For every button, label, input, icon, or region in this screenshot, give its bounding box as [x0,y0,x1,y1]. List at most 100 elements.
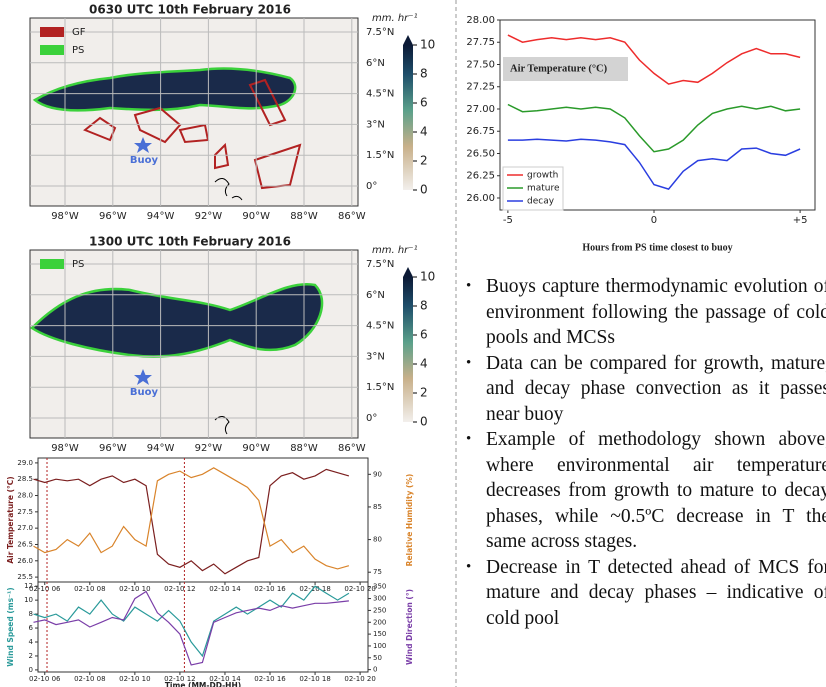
legend-label: PS [72,45,84,56]
lon-label: 90°W [242,443,270,454]
colorbar-tick-label: 4 [420,125,428,139]
colorbar-tick-label: 4 [420,357,428,371]
colorbar-tick-label: 10 [420,270,435,284]
lon-label: 88°W [290,443,318,454]
buoy-label: Buoy [130,155,159,166]
lon-label: 98°W [51,211,79,222]
lon-label: 86°W [338,211,366,222]
y-tick-label: 28.0 [17,492,33,500]
colorbar-extend [403,35,413,45]
y-tick-label: 0 [29,666,33,674]
legend-swatch [40,45,64,55]
y2-axis-label: Wind Direction (°) [405,589,414,665]
colorbar-tick-label: 0 [420,183,428,197]
colorbar-unit: mm. hr⁻¹ [372,245,418,256]
legend-swatch [40,27,64,37]
colorbar-tick-label: 2 [420,154,428,168]
y-tick-label: 26.25 [466,171,495,182]
y-tick-label: 27.00 [466,104,495,115]
x-axis-label: Time (MM-DD-HH) [165,681,241,687]
x-tick-label: 02-10 20 [344,585,375,593]
bullet: Example of methodology shown above, wher… [486,427,826,555]
x-tick-label: 02-10 06 [29,585,61,593]
y-tick-label: 27.50 [466,59,495,70]
legend-swatch [40,259,64,269]
colorbar-extend [403,267,413,277]
y2-axis-label: Relative Humidity (%) [405,474,414,567]
y2-tick-label: 75 [373,568,382,576]
lat-label: 6°N [366,290,385,301]
y-axis-label: Air Temperature (°C) [6,476,15,563]
y-tick-label: 26.75 [466,126,495,137]
x-tick-label: 02-10 16 [254,585,286,593]
lon-label: 90°W [242,211,270,222]
x-tick-label: 02-10 08 [74,675,105,683]
y-tick-label: 6 [29,624,34,632]
colorbar-tick-label: 6 [420,328,428,342]
lon-label: 96°W [99,211,127,222]
y-tick-label: 26.50 [466,148,495,159]
x-tick-label: 02-10 16 [254,675,286,683]
y2-tick-label: 150 [373,630,386,638]
lat-label: 7.5°N [366,259,394,270]
lon-label: 94°W [147,443,175,454]
x-tick-label: 02-10 06 [29,675,61,683]
colorbar-unit: mm. hr⁻¹ [372,13,418,24]
map-title: 1300 UTC 10th February 2016 [89,235,291,249]
y2-tick-label: 80 [373,536,382,544]
bullet: Buoys capture thermodynamic evolution of… [486,274,826,351]
x-tick-label: 0 [651,215,657,226]
legend-label: mature [527,184,560,194]
y-tick-label: 25.5 [17,573,33,581]
lon-label: 92°W [195,211,223,222]
annotation: Air Temperature (°C) [510,63,608,74]
colorbar [403,45,413,190]
x-axis-label: Hours from PS time closest to buoy [582,242,732,253]
lat-label: 1.5°N [366,382,394,393]
colorbar-tick-label: 8 [420,67,428,81]
colorbar-tick-label: 10 [420,38,435,52]
y-tick-label: 12 [24,582,33,590]
lat-label: 0° [366,413,377,424]
colorbar-tick-label: 6 [420,96,428,110]
x-tick-label: 02-10 10 [119,675,150,683]
bullet-list: Buoys capture thermodynamic evolution of… [466,274,826,631]
legend-label: PS [72,259,84,270]
lat-label: 0° [366,181,377,192]
y-tick-label: 26.00 [466,193,495,204]
legend-label: decay [527,197,555,207]
plot-frame [38,458,368,582]
y2-tick-label: 50 [373,654,382,662]
bullet: Decrease in T detected ahead of MCS for … [486,555,826,632]
lat-label: 4.5°N [366,89,394,100]
lon-label: 98°W [51,443,79,454]
map-title: 0630 UTC 10th February 2016 [89,3,291,17]
bullet: Data can be compared for growth, mature,… [486,351,826,428]
series-line [508,105,800,152]
y-tick-label: 29.0 [17,459,33,467]
lat-label: 6°N [366,58,385,69]
lat-label: 1.5°N [366,150,394,161]
y2-tick-label: 0 [373,666,377,674]
lat-label: 3°N [366,119,385,130]
y-tick-label: 27.0 [17,524,33,532]
legend-label: growth [527,171,558,181]
page: 0630 UTC 10th February 2016 98°W 96°W 94°W 9… [0,0,826,687]
y-tick-label: 28.5 [17,475,33,483]
x-tick-label: 02-10 08 [74,585,105,593]
x-tick-label: 02-10 14 [209,585,241,593]
x-tick-label: 02-10 20 [344,675,375,683]
y2-tick-label: 200 [373,618,386,626]
y-tick-label: 4 [29,638,34,646]
lon-label: 86°W [338,443,366,454]
y-tick-label: 2 [29,652,33,660]
y2-tick-label: 100 [373,642,386,650]
y-axis-label: Wind Speed (ms⁻¹) [6,587,15,666]
y2-tick-label: 300 [373,595,386,603]
colorbar-tick-label: 2 [420,386,428,400]
y-tick-label: 10 [24,596,33,604]
series-line [34,469,349,573]
x-tick-label: 02-10 18 [299,675,330,683]
x-tick-label: +5 [793,215,808,226]
x-tick-label: -5 [503,215,513,226]
